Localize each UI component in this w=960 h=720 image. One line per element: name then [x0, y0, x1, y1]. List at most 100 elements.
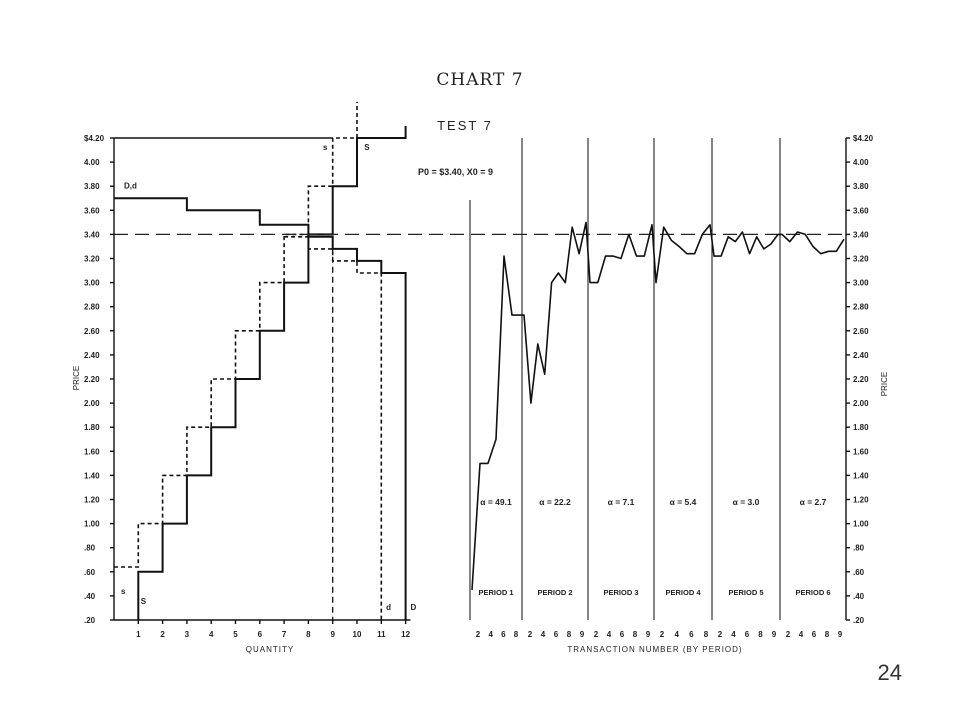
- quantity-tick-label: 3: [185, 630, 190, 639]
- period-alpha: α = 49.1: [480, 497, 512, 507]
- transaction-tick-label: 9: [838, 630, 843, 639]
- test-subtitle: TEST 7: [437, 118, 493, 133]
- right-y-tick-label: .40: [853, 592, 865, 601]
- left-y-tick-label: 1.40: [84, 471, 100, 480]
- transaction-tick-label: 2: [476, 630, 481, 639]
- slide-number: 24: [877, 660, 902, 685]
- period-label: PERIOD 1: [478, 588, 513, 597]
- left-y-tick-label: 3.80: [84, 182, 100, 191]
- transaction-tick-label: 8: [633, 630, 638, 639]
- transaction-tick-label: 4: [607, 630, 612, 639]
- quantity-tick-label: 10: [353, 630, 362, 639]
- right-y-tick-label: 3.80: [853, 182, 869, 191]
- left-y-tick-label: .20: [84, 616, 96, 625]
- left-y-tick-label: 3.20: [84, 255, 100, 264]
- quantity-tick-label: 8: [306, 630, 311, 639]
- transaction-tick-label: 6: [501, 630, 506, 639]
- transaction-tick-label: 6: [554, 630, 559, 639]
- curve-label-D: D: [410, 603, 416, 612]
- transaction-tick-label: 4: [488, 630, 493, 639]
- right-y-tick-label: .20: [853, 616, 865, 625]
- period-alpha: α = 22.2: [539, 497, 571, 507]
- demand-curve-D: [114, 197, 407, 620]
- quantity-tick-label: 2: [160, 630, 165, 639]
- transaction-tick-label: 6: [689, 630, 694, 639]
- left-y-tick-label: 2.00: [84, 399, 100, 408]
- transaction-tick-label: 8: [704, 630, 709, 639]
- left-y-tick-label: $4.20: [84, 134, 105, 143]
- left-y-tick-label: 2.60: [84, 327, 100, 336]
- curve-label-Dd: D,d: [124, 182, 137, 191]
- right-y-tick-label: 2.80: [853, 303, 869, 312]
- quantity-tick-label: 4: [209, 630, 214, 639]
- transaction-tick-label: 4: [541, 630, 546, 639]
- left-y-tick-label: 1.80: [84, 423, 100, 432]
- transaction-tick-label: 8: [758, 630, 763, 639]
- right-y-tick-label: 2.40: [853, 351, 869, 360]
- transaction-tick-label: 2: [718, 630, 723, 639]
- curve-label-d: d: [386, 603, 391, 612]
- y-axis-label-left: PRICE: [72, 366, 81, 390]
- period-label: PERIOD 6: [795, 588, 830, 597]
- left-y-tick-label: 1.20: [84, 496, 100, 505]
- right-y-tick-label: 1.00: [853, 520, 869, 529]
- quantity-tick-label: 5: [233, 630, 238, 639]
- supply-curve-S: [137, 126, 407, 620]
- transaction-price-series: [471, 221, 845, 590]
- transaction-tick-label: 2: [594, 630, 599, 639]
- left-y-tick-label: .40: [84, 592, 96, 601]
- transaction-tick-label: 2: [528, 630, 533, 639]
- left-y-tick-label: .60: [84, 568, 96, 577]
- quantity-tick-label: 6: [258, 630, 263, 639]
- transaction-tick-label: 8: [567, 630, 572, 639]
- transaction-tick-label: 6: [812, 630, 817, 639]
- right-y-tick-label: 4.00: [853, 158, 869, 167]
- left-y-tick-label: 2.40: [84, 351, 100, 360]
- left-y-tick-label: 3.00: [84, 279, 100, 288]
- left-y-tick-label: 2.20: [84, 375, 100, 384]
- transaction-tick-label: 2: [786, 630, 791, 639]
- transaction-tick-label: 9: [772, 630, 777, 639]
- chart-title: CHART 7: [436, 70, 524, 90]
- period-label: PERIOD 3: [603, 588, 638, 597]
- transaction-tick-label: 4: [731, 630, 736, 639]
- transaction-tick-label: 8: [825, 630, 830, 639]
- period-alpha: α = 7.1: [608, 497, 635, 507]
- right-y-tick-label: 1.80: [853, 423, 869, 432]
- quantity-tick-label: 11: [377, 630, 386, 639]
- period-label: PERIOD 2: [537, 588, 572, 597]
- right-y-tick-label: 2.20: [853, 375, 869, 384]
- right-y-tick-label: 2.60: [853, 327, 869, 336]
- period-alpha: α = 3.0: [733, 497, 760, 507]
- supply-curve-s: [114, 101, 358, 568]
- right-y-tick-label: 1.40: [853, 471, 869, 480]
- curve-label-s-bottom: s: [121, 587, 126, 596]
- transaction-tick-label: 4: [799, 630, 804, 639]
- y-axis-label-right: PRICE: [880, 372, 889, 396]
- right-y-tick-label: 3.00: [853, 279, 869, 288]
- period-alpha: α = 2.7: [800, 497, 827, 507]
- right-y-tick-label: 3.60: [853, 206, 869, 215]
- transaction-tick-label: 6: [620, 630, 625, 639]
- left-y-tick-label: .80: [84, 544, 96, 553]
- equilibrium-label: P0 = $3.40, X0 = 9: [418, 167, 493, 177]
- right-y-tick-label: .80: [853, 544, 865, 553]
- curve-label-s-top: s: [323, 143, 328, 152]
- left-y-tick-label: 3.40: [84, 230, 100, 239]
- right-y-tick-label: 3.20: [853, 255, 869, 264]
- right-y-tick-label: 1.20: [853, 496, 869, 505]
- transaction-axis-label: TRANSACTION NUMBER (BY PERIOD): [567, 645, 742, 654]
- left-y-tick-label: 1.60: [84, 447, 100, 456]
- right-y-tick-label: 1.60: [853, 447, 869, 456]
- right-y-tick-label: 2.00: [853, 399, 869, 408]
- right-y-tick-label: .60: [853, 568, 865, 577]
- curve-label-S-top: S: [364, 143, 370, 152]
- transaction-tick-label: 4: [674, 630, 679, 639]
- right-y-tick-label: $4.20: [853, 134, 874, 143]
- curve-label-S-bottom: S: [141, 597, 147, 606]
- quantity-tick-label: 1: [136, 630, 141, 639]
- transaction-tick-label: 9: [646, 630, 651, 639]
- transaction-tick-label: 9: [580, 630, 585, 639]
- left-y-tick-label: 1.00: [84, 520, 100, 529]
